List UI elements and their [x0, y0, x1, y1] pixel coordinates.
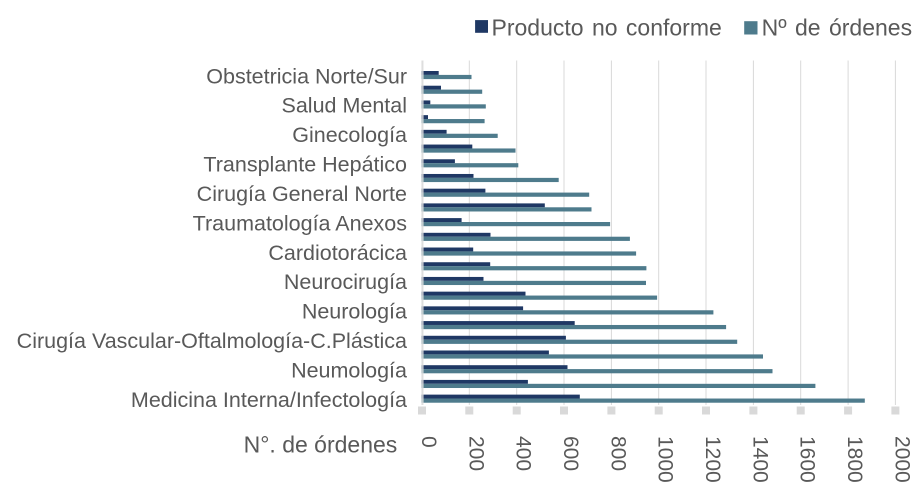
- svg-text:400: 400: [512, 436, 535, 471]
- svg-text:1800: 1800: [843, 436, 866, 483]
- svg-text:N°. de órdenes: N°. de órdenes: [244, 432, 398, 458]
- svg-text:Traumatología Anexos: Traumatología Anexos: [193, 211, 407, 235]
- svg-text:Cirugía Vascular-Oftalmología-: Cirugía Vascular-Oftalmología-C.Plástica: [17, 329, 407, 353]
- svg-text:Ginecología: Ginecología: [292, 123, 407, 147]
- svg-text:Cirugía General Norte: Cirugía General Norte: [197, 182, 407, 206]
- svg-text:Medicina Interna/Infectología: Medicina Interna/Infectología: [131, 388, 407, 412]
- svg-text:0: 0: [417, 436, 440, 448]
- svg-text:Neumología: Neumología: [291, 359, 407, 383]
- svg-text:Obstetricia Norte/Sur: Obstetricia Norte/Sur: [206, 64, 407, 88]
- svg-text:Nº de órdenes: Nº de órdenes: [762, 14, 913, 40]
- svg-text:1400: 1400: [748, 436, 771, 483]
- svg-text:1000: 1000: [654, 436, 677, 483]
- svg-text:Salud Mental: Salud Mental: [282, 94, 408, 118]
- svg-text:Transplante Hepático: Transplante Hepático: [203, 153, 407, 177]
- svg-text:2000: 2000: [890, 436, 913, 483]
- svg-text:600: 600: [559, 436, 582, 471]
- svg-text:Neurocirugía: Neurocirugía: [284, 270, 407, 294]
- svg-text:Cardiotorácica: Cardiotorácica: [268, 241, 407, 265]
- svg-text:Producto no conforme: Producto no conforme: [492, 14, 722, 40]
- svg-text:1600: 1600: [796, 436, 819, 483]
- svg-text:200: 200: [464, 436, 487, 471]
- svg-text:800: 800: [606, 436, 629, 471]
- svg-text:1200: 1200: [701, 436, 724, 483]
- svg-text:Neurología: Neurología: [302, 300, 407, 324]
